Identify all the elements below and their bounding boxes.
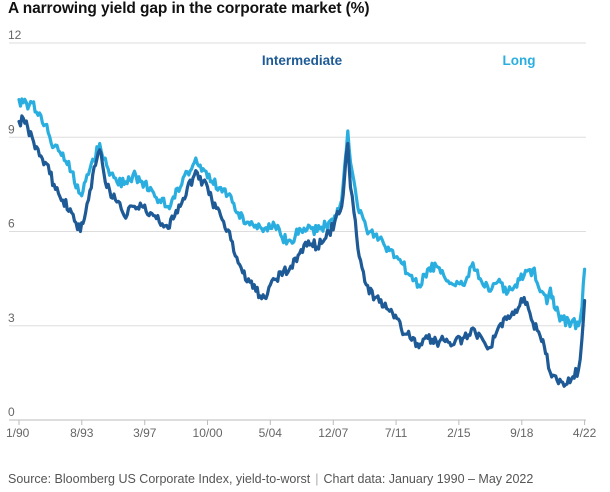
x-tick-label: 2/15 <box>447 426 471 440</box>
x-tick-label: 10/00 <box>193 426 223 440</box>
series-line-intermediate <box>17 114 587 388</box>
x-tick-label: 8/93 <box>70 426 94 440</box>
legend: Intermediate Long <box>262 53 536 68</box>
x-tick-label: 3/97 <box>133 426 157 440</box>
chart-data-range: Chart data: January 1990 – May 2022 <box>323 472 534 486</box>
x-tick-label: 9/18 <box>510 426 534 440</box>
source-note: Source: Bloomberg US Corporate Index, yi… <box>8 472 533 486</box>
x-tick-label: 7/11 <box>385 426 408 440</box>
x-tick-label: 12/07 <box>318 426 348 440</box>
x-tick-label: 5/04 <box>259 426 283 440</box>
legend-label-long: Long <box>503 53 536 68</box>
series-layer <box>17 97 587 388</box>
x-tick-label: 1/90 <box>6 426 30 440</box>
y-tick-label: 9 <box>8 122 15 136</box>
y-tick-label: 6 <box>8 217 15 231</box>
y-tick-label: 3 <box>8 311 15 325</box>
x-tick-label: 4/22 <box>573 426 597 440</box>
legend-label-intermediate: Intermediate <box>262 53 343 68</box>
footer-separator: | <box>315 472 319 486</box>
y-tick-label: 12 <box>8 28 22 42</box>
source-text: Source: Bloomberg US Corporate Index, yi… <box>8 472 311 486</box>
axis-layer: 0 3 6 9 12 1/90 8/93 3/97 10/00 5/04 12/07 7/11 2/15… <box>6 28 597 440</box>
chart-title: A narrowing yield gap in the corporate m… <box>8 0 370 17</box>
y-tick-label: 0 <box>8 405 15 419</box>
series-line-long <box>17 97 587 331</box>
chart-area: 0 3 6 9 12 1/90 8/93 3/97 10/00 5/04 12/07 7/11 2/15… <box>6 28 597 440</box>
